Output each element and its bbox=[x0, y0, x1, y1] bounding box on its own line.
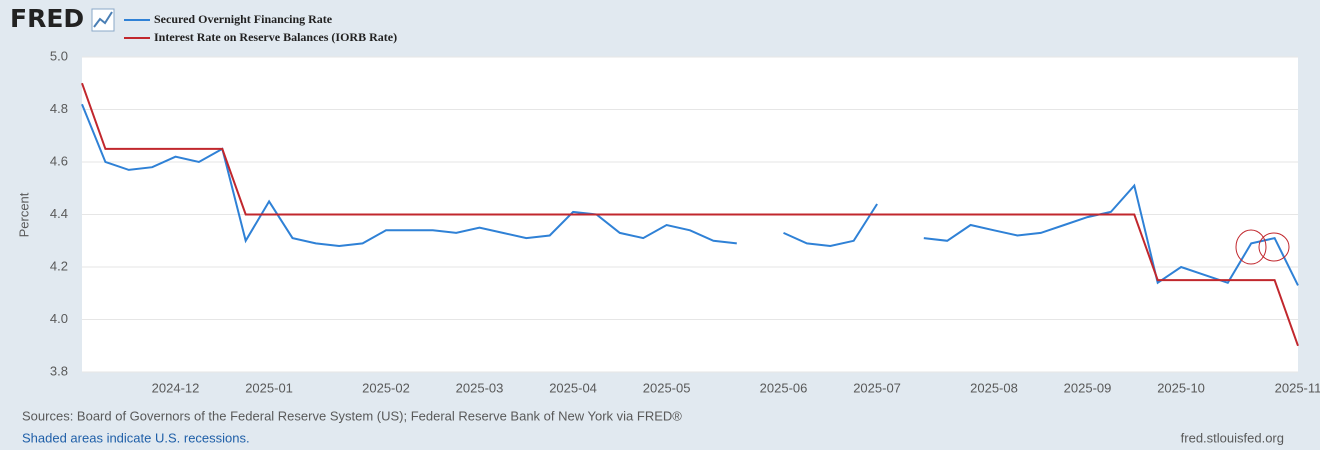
y-tick-label: 4.6 bbox=[50, 153, 68, 168]
y-tick-label: 4.2 bbox=[50, 258, 68, 273]
series-line bbox=[81, 103, 1299, 286]
x-tick-label: 2025-11 bbox=[1275, 380, 1320, 395]
y-tick-label: 4.8 bbox=[50, 101, 68, 116]
footer-sources: Sources: Board of Governors of the Feder… bbox=[22, 408, 682, 423]
legend-label: Secured Overnight Financing Rate bbox=[154, 12, 333, 26]
y-tick-label: 4.0 bbox=[50, 311, 68, 326]
footer-note: Shaded areas indicate U.S. recessions. bbox=[22, 430, 250, 445]
x-tick-label: 2025-02 bbox=[362, 380, 410, 395]
logo: FRED bbox=[10, 4, 84, 33]
y-tick-label: 5.0 bbox=[50, 48, 68, 63]
y-axis-label: Percent bbox=[16, 192, 31, 237]
footer-site: fred.stlouisfed.org bbox=[1181, 430, 1284, 445]
x-tick-label: 2025-03 bbox=[456, 380, 504, 395]
x-tick-label: 2025-09 bbox=[1064, 380, 1112, 395]
x-tick-label: 2024-12 bbox=[152, 380, 200, 395]
x-tick-label: 2025-01 bbox=[245, 380, 293, 395]
highlight-circle bbox=[1258, 232, 1290, 262]
y-tick-label: 4.4 bbox=[50, 206, 68, 221]
logo-icon bbox=[91, 8, 115, 32]
x-tick-label: 2025-05 bbox=[643, 380, 691, 395]
x-tick-label: 2025-07 bbox=[853, 380, 901, 395]
y-tick-label: 3.8 bbox=[50, 363, 68, 378]
legend-label: Interest Rate on Reserve Balances (IORB … bbox=[154, 30, 397, 44]
x-tick-label: 2025-06 bbox=[760, 380, 808, 395]
highlight-circle bbox=[1235, 229, 1267, 265]
series-line bbox=[81, 82, 1299, 347]
x-tick-label: 2025-08 bbox=[970, 380, 1018, 395]
x-tick-label: 2025-10 bbox=[1157, 380, 1205, 395]
x-tick-label: 2025-04 bbox=[549, 380, 597, 395]
